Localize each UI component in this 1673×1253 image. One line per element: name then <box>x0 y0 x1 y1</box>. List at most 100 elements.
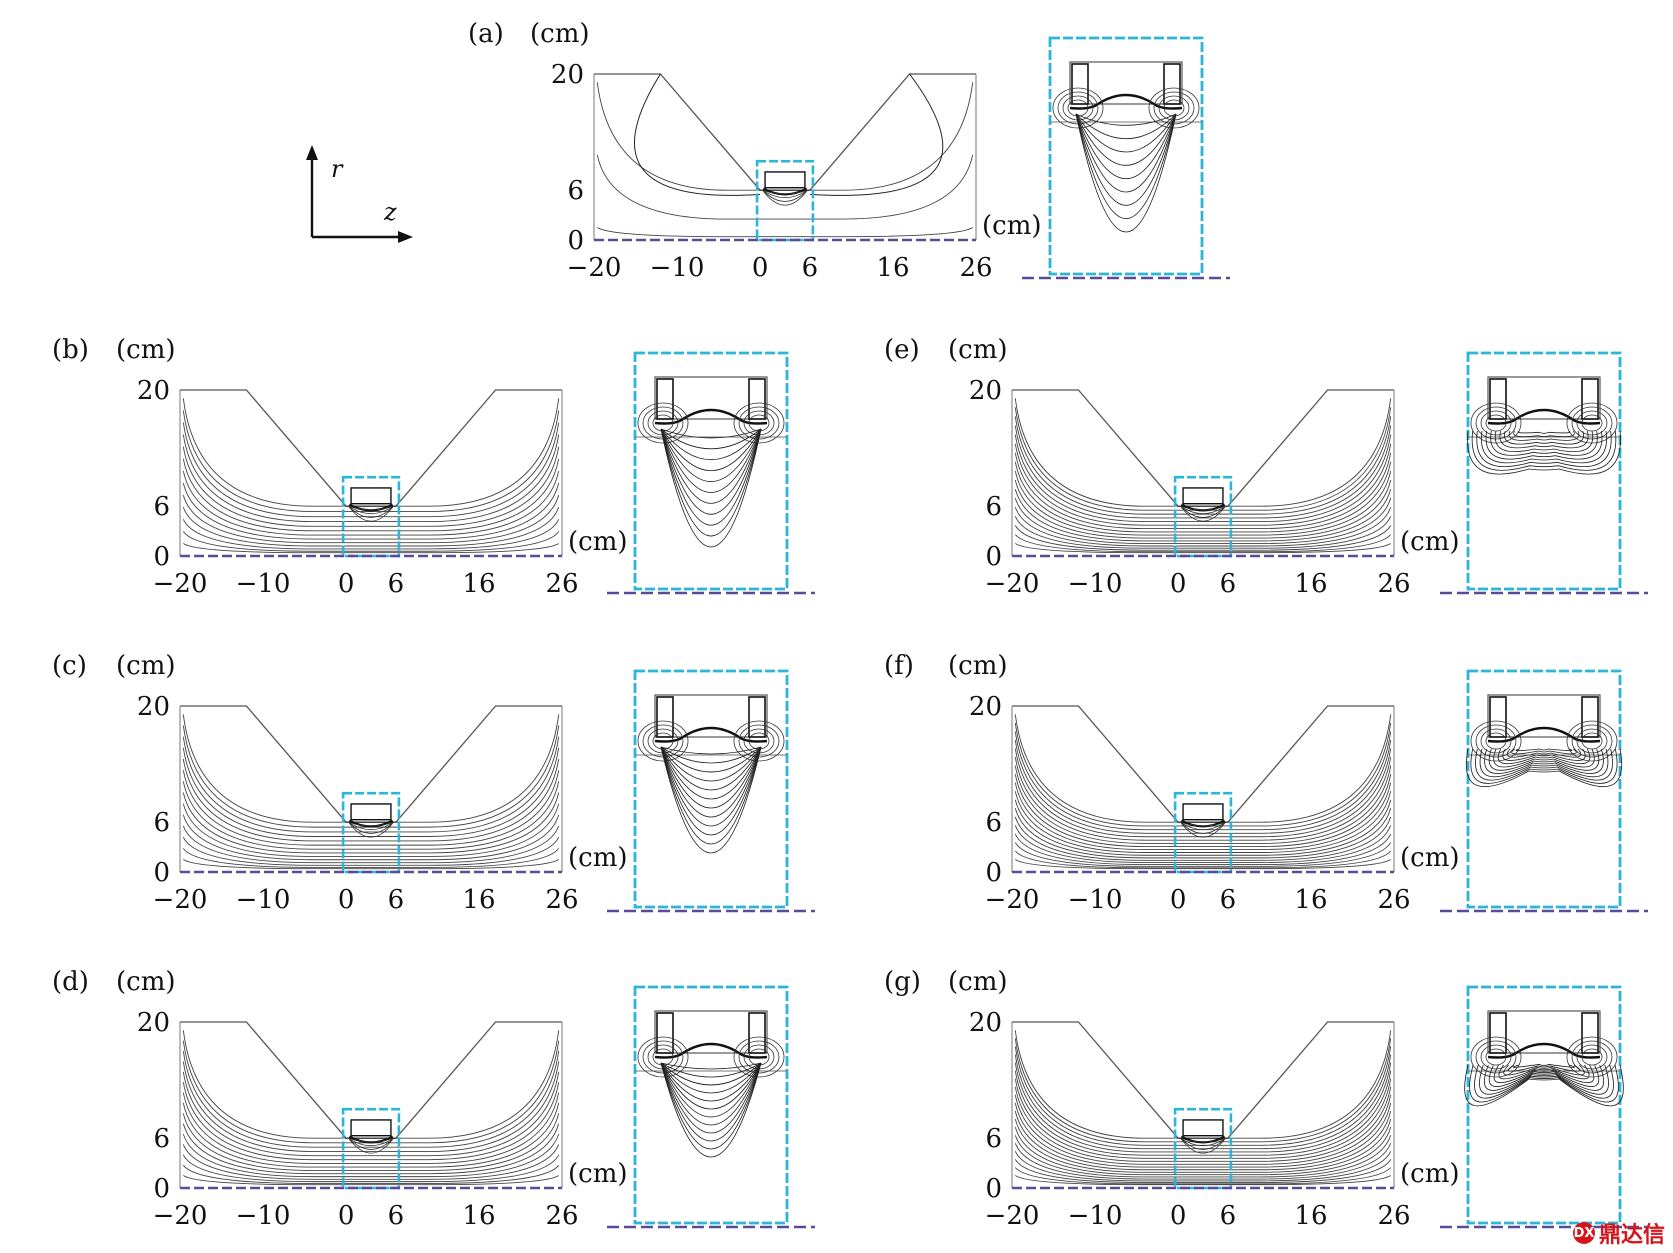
zoom-lobe-line <box>1576 410 1608 436</box>
field-line <box>1014 443 1392 526</box>
zoom-contour-line <box>1476 430 1612 467</box>
zoom-contour-line <box>1494 430 1594 453</box>
zoom-lobe-line <box>733 720 785 762</box>
zoom-left-pole <box>1071 63 1089 105</box>
zoom-panel <box>607 351 815 595</box>
zoom-contour-line <box>660 428 762 526</box>
field-line <box>597 227 973 238</box>
field-line <box>1014 756 1392 841</box>
y-tick-label: 20 <box>137 376 170 406</box>
field-line <box>596 82 974 191</box>
magnet-field-line <box>762 189 808 202</box>
zoom-field-boundary <box>1487 1042 1601 1059</box>
zoom-lobe-line <box>637 1036 689 1078</box>
field-line <box>1014 816 1392 861</box>
zoom-lobe-line <box>1052 87 1104 129</box>
y-tick-label: 0 <box>153 542 170 572</box>
zoom-contour-line <box>1517 430 1571 434</box>
field-line <box>182 803 560 857</box>
field-line <box>182 1030 560 1139</box>
r-arrow-icon <box>306 145 318 160</box>
field-line <box>182 837 560 866</box>
y-tick-label: 6 <box>153 1124 170 1154</box>
magnet-field-core <box>1180 1135 1226 1144</box>
x-tick-label: 16 <box>1294 885 1327 915</box>
zoom-lobe-line <box>637 720 689 762</box>
magnet-field-line <box>762 189 808 199</box>
field-line <box>1014 722 1392 827</box>
magnet-outline <box>1182 487 1224 505</box>
y-tick-label: 20 <box>551 60 584 90</box>
main-plot <box>1011 1021 1395 1190</box>
zoom-contour-line <box>660 1062 762 1150</box>
field-line <box>1014 407 1392 511</box>
x-tick-label: 16 <box>462 569 495 599</box>
magnet-field-line <box>1180 505 1226 518</box>
field-line <box>1014 434 1392 523</box>
r-unit-label: (cm) <box>116 335 176 365</box>
field-line <box>1014 1127 1392 1176</box>
field-line <box>1014 1030 1392 1139</box>
magnet-outline <box>350 803 392 821</box>
zoom-field-boundary <box>1487 408 1601 425</box>
x-tick-label: 26 <box>1377 1201 1410 1231</box>
field-line <box>183 543 559 554</box>
zoom-contour-line <box>660 1062 762 1158</box>
zoom-contour-line <box>1467 430 1621 475</box>
zoom-contour-line <box>1483 1064 1605 1091</box>
x-tick-label: 0 <box>752 253 769 283</box>
x-tick-label: −20 <box>567 253 622 283</box>
y-tick-label: 0 <box>985 542 1002 572</box>
field-line <box>1015 543 1391 554</box>
zoom-contour-line <box>660 428 762 471</box>
x-tick-label: −10 <box>236 569 291 599</box>
x-tick-label: −20 <box>153 885 208 915</box>
zoom-lobe-line <box>1475 724 1517 758</box>
zoom-right-pole <box>748 378 766 420</box>
field-line <box>1014 507 1392 547</box>
field-line <box>1014 765 1392 844</box>
panel-label: (b) <box>52 335 89 365</box>
magnet-outline <box>1182 1119 1224 1137</box>
field-line <box>182 1092 560 1164</box>
field-line <box>182 1050 560 1148</box>
zoom-contour-line <box>660 1062 762 1070</box>
zoom-contour-line <box>660 746 762 827</box>
zoom-contour-line <box>660 1062 762 1102</box>
zoom-right-pole <box>748 1012 766 1054</box>
zoom-contour-line <box>1490 430 1598 456</box>
zoom-contour-line <box>1512 1064 1576 1068</box>
magnet-field-line <box>1180 505 1226 522</box>
zoom-field-boundary <box>654 726 768 743</box>
field-line <box>596 154 974 220</box>
magnet-field-line <box>348 821 394 827</box>
zoom-contour-line <box>660 746 762 845</box>
zoom-contour-line <box>1513 430 1575 438</box>
zoom-contour-line <box>1506 748 1582 758</box>
panel-label: (d) <box>52 967 89 997</box>
panel-label: (g) <box>884 967 921 997</box>
zoom-contour-line <box>1480 430 1608 464</box>
x-tick-label: 0 <box>1170 569 1187 599</box>
field-line <box>182 398 560 507</box>
zoom-right-pole <box>748 696 766 738</box>
zoom-contour-line <box>660 746 762 854</box>
field-line <box>1014 833 1392 866</box>
zoom-contour-line <box>660 1062 762 1134</box>
field-line <box>1014 416 1392 515</box>
y-tick-label: 0 <box>153 1174 170 1204</box>
magnet-field-line <box>348 1137 394 1143</box>
zoom-contour-line <box>660 428 762 537</box>
magnet-field-core <box>1180 503 1226 512</box>
zoom-contour-line <box>660 746 762 764</box>
magnet-field-line <box>1180 821 1226 838</box>
zoom-contour-line <box>1488 1064 1600 1087</box>
y-tick-label: 20 <box>137 1008 170 1038</box>
zoom-lobe-line <box>1470 1036 1522 1078</box>
x-tick-label: 0 <box>1170 885 1187 915</box>
chamber-wall-outline <box>1012 1021 1394 1139</box>
chamber-wall-outline <box>1012 705 1394 823</box>
